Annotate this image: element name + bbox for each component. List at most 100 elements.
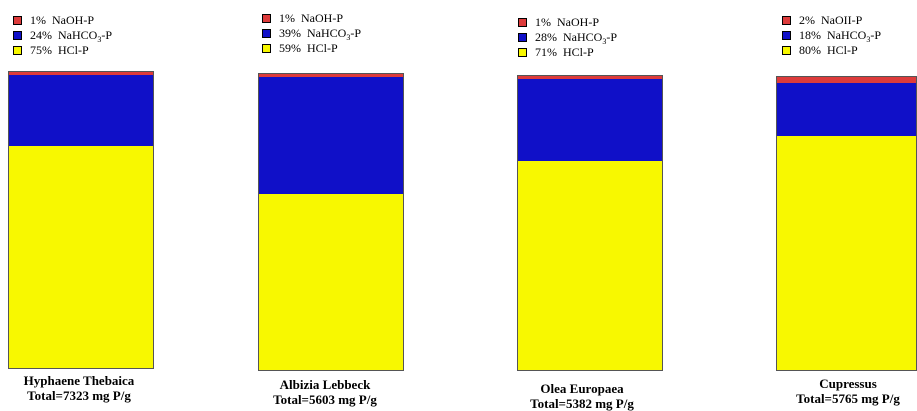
legend-label-hcl: 71% HCl-P	[535, 45, 594, 60]
legend-series-suffix: -P	[101, 28, 112, 42]
legend-label-naoh: 1% NaOH-P	[30, 13, 94, 28]
legend-percent: 2	[799, 13, 805, 27]
legend: 2% NaOII-P 18% NaHCO3-P 80% HCl-P	[782, 13, 881, 58]
percent-sign: %	[805, 13, 815, 27]
legend-percent: 1	[30, 13, 36, 27]
legend-series-name: NaOH-P	[557, 15, 599, 29]
legend-series-name: HCl-P	[58, 43, 89, 57]
bar-caption: Albizia Lebbeck Total=5603 mg P/g	[215, 377, 435, 407]
percent-sign: %	[811, 43, 821, 57]
bar-segment-naoh	[9, 72, 153, 75]
stacked-bar	[776, 76, 917, 371]
legend-series-suffix: -P	[870, 28, 881, 42]
legend-percent: 18	[799, 28, 811, 42]
legend-percent: 75	[30, 43, 42, 57]
percent-sign: %	[42, 43, 52, 57]
legend-item-hcl: 71% HCl-P	[518, 45, 617, 60]
legend-series-subscript: 3	[97, 35, 102, 44]
legend-item-nahco3: 28% NaHCO3-P	[518, 30, 617, 46]
species-name: Olea Europaea	[540, 381, 624, 396]
legend-series-name: HCl-P	[563, 45, 594, 59]
legend-series-name: NaHCO	[58, 28, 98, 42]
legend-item-hcl: 59% HCl-P	[262, 41, 361, 56]
legend-series-name: NaHCO	[563, 30, 603, 44]
percent-sign: %	[541, 15, 551, 29]
legend-item-naoh: 1% NaOH-P	[518, 15, 617, 30]
legend-percent: 59	[279, 41, 291, 55]
legend-item-naoh: 1% NaOH-P	[13, 13, 112, 28]
stacked-bar	[8, 71, 154, 369]
legend-percent: 39	[279, 26, 291, 40]
total-label: Total=7323 mg P/g	[27, 388, 131, 403]
stacked-bar	[517, 75, 663, 371]
legend-label-hcl: 75% HCl-P	[30, 43, 89, 58]
legend-item-nahco3: 24% NaHCO3-P	[13, 28, 112, 44]
legend-item-hcl: 75% HCl-P	[13, 43, 112, 58]
bar-segment-naoh	[777, 77, 916, 83]
bar-segment-nahco3	[9, 75, 153, 147]
bar-segment-nahco3	[777, 82, 916, 136]
legend-swatch-hcl	[518, 48, 527, 57]
bar-segment-hcl	[777, 135, 916, 370]
bar-caption: Hyphaene Thebaica Total=7323 mg P/g	[0, 373, 189, 403]
bar-segment-hcl	[518, 161, 662, 370]
total-label: Total=5765 mg P/g	[796, 391, 900, 406]
bar-segment-hcl	[9, 146, 153, 368]
legend-label-nahco3: 28% NaHCO3-P	[535, 30, 617, 46]
bar-segment-nahco3	[518, 79, 662, 162]
bar-segment-nahco3	[259, 77, 403, 194]
percent-sign: %	[36, 13, 46, 27]
total-label: Total=5603 mg P/g	[273, 392, 377, 407]
legend-swatch-naoh	[262, 14, 271, 23]
percent-sign: %	[811, 28, 821, 42]
species-name: Albizia Lebbeck	[279, 377, 371, 392]
legend-swatch-naoh	[782, 16, 791, 25]
percent-sign: %	[42, 28, 52, 42]
legend: 1% NaOH-P 39% NaHCO3-P 59% HCl-P	[262, 11, 361, 56]
legend-swatch-nahco3	[262, 29, 271, 38]
legend-item-naoh: 2% NaOII-P	[782, 13, 881, 28]
legend-series-subscript: 3	[602, 37, 607, 46]
legend-percent: 80	[799, 43, 811, 57]
legend-swatch-naoh	[518, 18, 527, 27]
stacked-bar	[258, 73, 404, 371]
legend-percent: 1	[279, 11, 285, 25]
legend-label-hcl: 59% HCl-P	[279, 41, 338, 56]
legend-label-hcl: 80% HCl-P	[799, 43, 858, 58]
legend-series-name: NaOH-P	[52, 13, 94, 27]
percent-sign: %	[285, 11, 295, 25]
legend: 1% NaOH-P 28% NaHCO3-P 71% HCl-P	[518, 15, 617, 60]
percent-sign: %	[291, 26, 301, 40]
bar-segment-hcl	[259, 193, 403, 370]
legend-series-name: NaHCO	[827, 28, 867, 42]
bar-segment-naoh	[259, 74, 403, 77]
legend-series-name: NaOII-P	[821, 13, 863, 27]
legend-percent: 71	[535, 45, 547, 59]
legend-label-nahco3: 18% NaHCO3-P	[799, 28, 881, 44]
legend-label-naoh: 1% NaOH-P	[279, 11, 343, 26]
legend-swatch-hcl	[13, 46, 22, 55]
legend-swatch-nahco3	[782, 31, 791, 40]
legend-item-nahco3: 18% NaHCO3-P	[782, 28, 881, 44]
legend-series-suffix: -P	[606, 30, 617, 44]
legend-percent: 28	[535, 30, 547, 44]
percent-sign: %	[291, 41, 301, 55]
species-name: Hyphaene Thebaica	[23, 373, 135, 388]
species-name: Cupressus	[819, 376, 877, 391]
bar-segment-naoh	[518, 76, 662, 79]
legend-series-name: HCl-P	[307, 41, 338, 55]
legend-label-naoh: 2% NaOII-P	[799, 13, 862, 28]
legend-series-subscript: 3	[346, 33, 351, 42]
legend-item-nahco3: 39% NaHCO3-P	[262, 26, 361, 42]
legend-swatch-hcl	[262, 44, 271, 53]
percent-sign: %	[547, 45, 557, 59]
legend-percent: 24	[30, 28, 42, 42]
legend-swatch-naoh	[13, 16, 22, 25]
legend-series-name: NaOH-P	[301, 11, 343, 25]
legend-swatch-hcl	[782, 46, 791, 55]
legend-series-name: HCl-P	[827, 43, 858, 57]
legend-swatch-nahco3	[518, 33, 527, 42]
